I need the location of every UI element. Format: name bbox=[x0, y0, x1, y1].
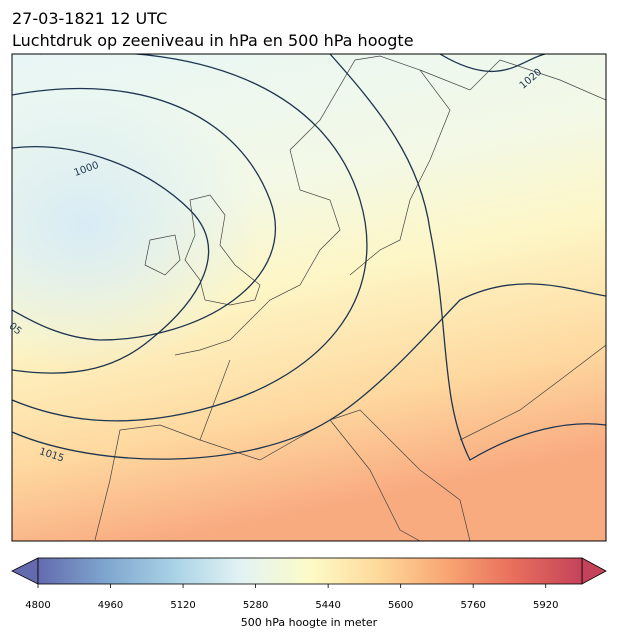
colorbar-label: 500 hPa hoogte in meter bbox=[241, 616, 378, 629]
colorbar-tick-label: 5920 bbox=[533, 600, 558, 611]
colorbar-extend-high bbox=[581, 557, 607, 585]
colorbar-tick-label: 5600 bbox=[388, 600, 413, 611]
colorbar-tick-label: 5760 bbox=[460, 600, 485, 611]
colorbar-tick-label: 4800 bbox=[25, 600, 50, 611]
subtitle: Luchtdruk op zeeniveau in hPa en 500 hPa… bbox=[12, 31, 414, 50]
colorbar-tick-label: 4960 bbox=[98, 600, 123, 611]
map-frame bbox=[11, 53, 607, 542]
colorbar bbox=[37, 557, 583, 585]
coastlines bbox=[94, 55, 606, 541]
title: 27-03-1821 12 UTC bbox=[12, 9, 167, 28]
colorbar-tick-label: 5280 bbox=[243, 600, 268, 611]
isobars bbox=[12, 54, 606, 461]
map bbox=[12, 54, 606, 541]
colorbar-extend-low bbox=[11, 557, 39, 585]
colorbar-tick-label: 5120 bbox=[170, 600, 195, 611]
colorbar-tick-label: 5440 bbox=[315, 600, 340, 611]
